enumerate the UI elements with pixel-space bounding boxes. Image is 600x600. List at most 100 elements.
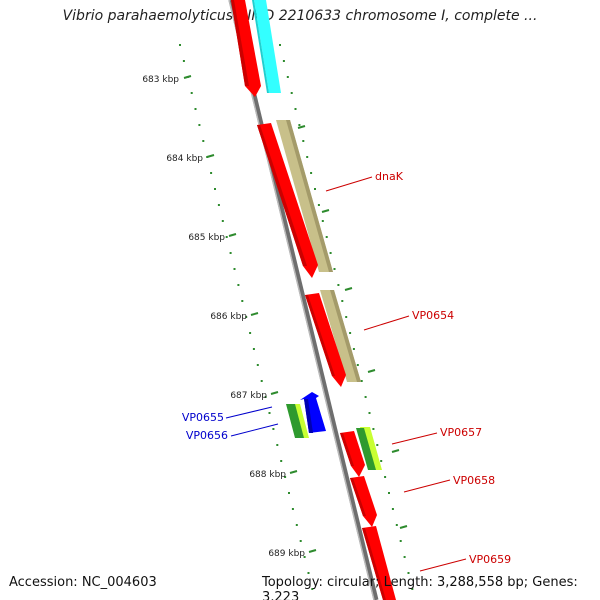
scale-dot [210,172,213,174]
scale-dot [276,444,279,446]
feature-rail-dot [286,76,289,78]
scale-labels: 683 kbp 684 kbp 685 kbp 686 kbp 687 kbp … [142,75,305,559]
feature-rail-dot [290,92,293,94]
feature-rail-dot [384,476,387,478]
feature-rail-dot [395,524,398,526]
lime-feature-bar-1 [295,404,309,438]
scale-dot [268,412,271,414]
cds-arrow-dnaK-shade [257,125,307,266]
feature-rail-dot [329,252,332,254]
scale-major-tick [308,549,317,553]
scale-dot [217,204,220,206]
cds-arrow-VP0659-shade [362,528,386,600]
feature-rail-dot [321,220,324,222]
gene-label-VP0656[interactable]: VP0656 [186,429,228,442]
scale-dot [256,364,259,366]
feature-rail-dot [360,380,363,382]
gene-label-VP0655[interactable]: VP0655 [182,411,224,424]
scale-major-tick [289,470,298,474]
scale-dot [288,492,290,494]
gene-label-VP0654[interactable]: VP0654 [412,309,454,322]
feature-rail-tick [367,369,376,373]
feature-rail-dot [337,284,340,286]
feature-rail-dot [399,540,402,542]
feature-rail-dot [349,332,352,334]
scale-dot [179,44,181,46]
green-feature-bar-1 [286,404,305,438]
scale-dot [299,540,302,542]
feature-rail-dot [306,156,309,158]
feature-rail-dot [368,412,371,414]
cyan-feature-bar-edge [252,0,269,93]
scale-dot [237,284,240,286]
feature-rail-dot [356,364,359,366]
feature-rail-tick [344,287,353,291]
map-title: Vibrio parahaemolyticus RIMD 2210633 chr… [62,8,538,24]
scale-label-687: 687 kbp [230,391,267,401]
feature-rail-tick [399,525,408,529]
scale-label-683: 683 kbp [142,75,179,85]
feature-rail-tick [321,209,330,213]
scale-major-tick [228,233,237,237]
scale-dot [303,556,306,558]
scale-dot [229,252,232,254]
feature-rail-dot [407,572,410,574]
scale-dot [182,60,185,62]
genome-summary: Topology: circular; Length: 3,288,558 bp… [262,575,578,600]
scale-dot [272,428,275,430]
scale-dot [233,268,236,270]
feature-rail-dot [282,60,285,62]
backbone [228,0,379,600]
cds-arrow-upstream [231,0,261,97]
feature-rail-dot [364,396,367,398]
scale-dot [225,236,228,238]
feature-rail-dot [352,348,355,350]
feature-rail-dot [380,460,383,462]
scale-dot [291,508,294,510]
cds-features [231,0,396,600]
cds-arrow-upstream-shade [231,0,249,86]
feature-rail-dot [388,492,390,494]
cds-arrow-VP0657 [340,431,365,477]
cds-arrow-VP0654 [305,293,346,387]
scale-major-tick [206,154,215,158]
feature-rail-dot [403,556,406,558]
gene-label-VP0657[interactable]: VP0657 [440,426,482,439]
scale-label-684: 684 kbp [166,154,203,164]
scale-major-tick [183,75,192,79]
cds-arrow-VP0654-shade [305,295,335,376]
cds-arrow-VP0658-shade [350,478,366,516]
accession-label: Accession: NC_004603 [9,575,157,590]
feature-rail-dot [279,44,281,46]
feature-rail-dot [302,140,305,142]
scale-dot [280,460,283,462]
scale-dot [307,572,310,574]
scale-dot [245,316,248,318]
scale-dot [249,332,252,334]
feature-rail-dot [294,108,297,110]
feature-rail-dot [345,316,348,318]
scale-label-688: 688 kbp [249,470,286,480]
feature-rail-dot [314,188,316,190]
scale-dot [214,188,216,190]
khaki-feature-bar-1-edge [286,120,333,272]
feature-rail-dot [372,428,375,430]
feature-rail-dot [391,508,394,510]
scale-ticks [179,44,414,590]
scale-dot [311,588,314,590]
feature-rail-tick [297,125,306,129]
cds-arrow-VP0659 [362,526,396,600]
scale-dot [194,108,197,110]
gene-label-VP0658[interactable]: VP0658 [453,474,495,487]
scale-major-tick [250,312,259,316]
gene-label-dnaK[interactable]: dnaK [375,170,404,183]
scale-dot [190,92,193,94]
cds-arrow-VP0658 [350,476,377,527]
feature-rail-dot [310,172,313,174]
scale-dot [241,300,244,302]
feature-rail-dot [325,236,328,238]
gene-label-VP0659[interactable]: VP0659 [469,553,511,566]
scale-dot [260,380,263,382]
feature-rail-dot [341,300,344,302]
feature-bars [252,0,382,470]
